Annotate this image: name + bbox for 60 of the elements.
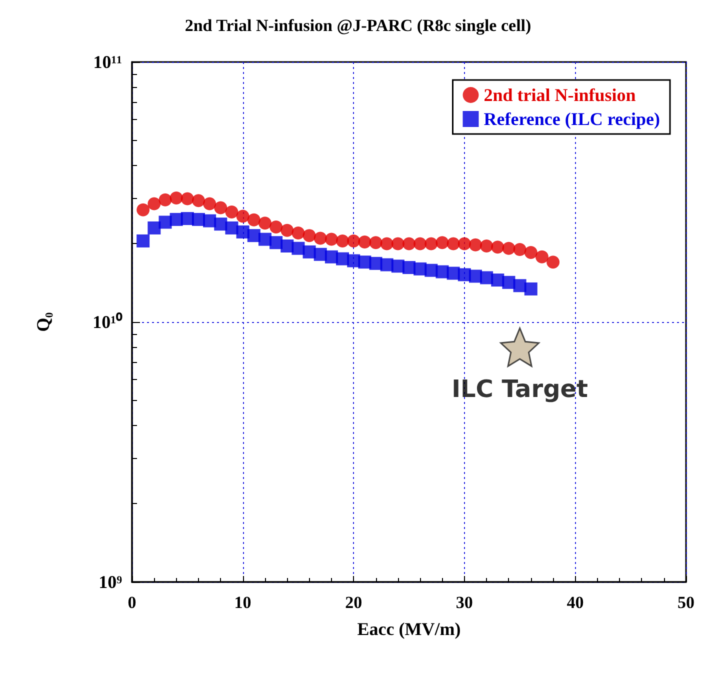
point	[480, 240, 494, 253]
point	[458, 237, 471, 250]
point	[158, 216, 172, 229]
point	[158, 193, 172, 206]
point	[180, 192, 194, 206]
point	[247, 213, 260, 226]
point	[258, 216, 272, 230]
x-axis-title: Eacc (MV/m)	[357, 619, 461, 639]
annotation: ILC Target	[452, 374, 588, 403]
x-tick-label: 0	[128, 593, 136, 612]
y-tick-label: 10¹⁰	[92, 312, 123, 332]
point	[292, 226, 305, 240]
point	[546, 256, 560, 269]
point	[225, 221, 238, 234]
point	[236, 210, 250, 223]
legend-label: 2nd trial N-infusion	[484, 85, 636, 105]
y-tick-label: 10¹¹	[93, 52, 122, 72]
point	[292, 242, 305, 255]
point	[270, 220, 283, 234]
point	[380, 237, 394, 250]
point	[280, 224, 294, 237]
x-tick-label: 20	[345, 593, 362, 612]
point	[446, 237, 460, 250]
point	[524, 282, 538, 296]
x-tick-label: 10	[234, 593, 252, 612]
point	[324, 232, 338, 246]
point	[136, 234, 150, 248]
legend-label: Reference (ILC recipe)	[484, 109, 660, 129]
point	[358, 236, 372, 249]
point	[414, 237, 427, 250]
y-axis-title: Q₀	[33, 312, 53, 332]
x-tick-label: 50	[678, 593, 694, 612]
chart-title: 2nd Trial N-infusion @J-PARC (R8c single cell)	[184, 16, 532, 35]
point	[148, 221, 161, 234]
point	[502, 242, 516, 255]
x-tick-label: 40	[566, 593, 584, 612]
point	[314, 232, 327, 245]
point	[347, 234, 360, 248]
point	[535, 250, 548, 264]
point	[214, 201, 228, 214]
point	[502, 276, 516, 289]
point	[468, 238, 482, 252]
x-tick-label: 30	[456, 593, 473, 612]
point	[424, 237, 438, 250]
point	[336, 234, 350, 248]
point	[524, 246, 538, 260]
point	[148, 197, 161, 210]
point	[436, 236, 449, 250]
point	[491, 240, 504, 254]
point	[136, 203, 150, 216]
point	[192, 194, 205, 208]
point	[203, 197, 216, 210]
point	[513, 243, 526, 256]
y-tick-label: 10⁹	[98, 572, 123, 592]
point	[402, 237, 416, 250]
point	[170, 191, 183, 204]
point	[302, 229, 316, 242]
point	[369, 236, 382, 250]
point	[391, 237, 404, 250]
point	[225, 205, 238, 218]
